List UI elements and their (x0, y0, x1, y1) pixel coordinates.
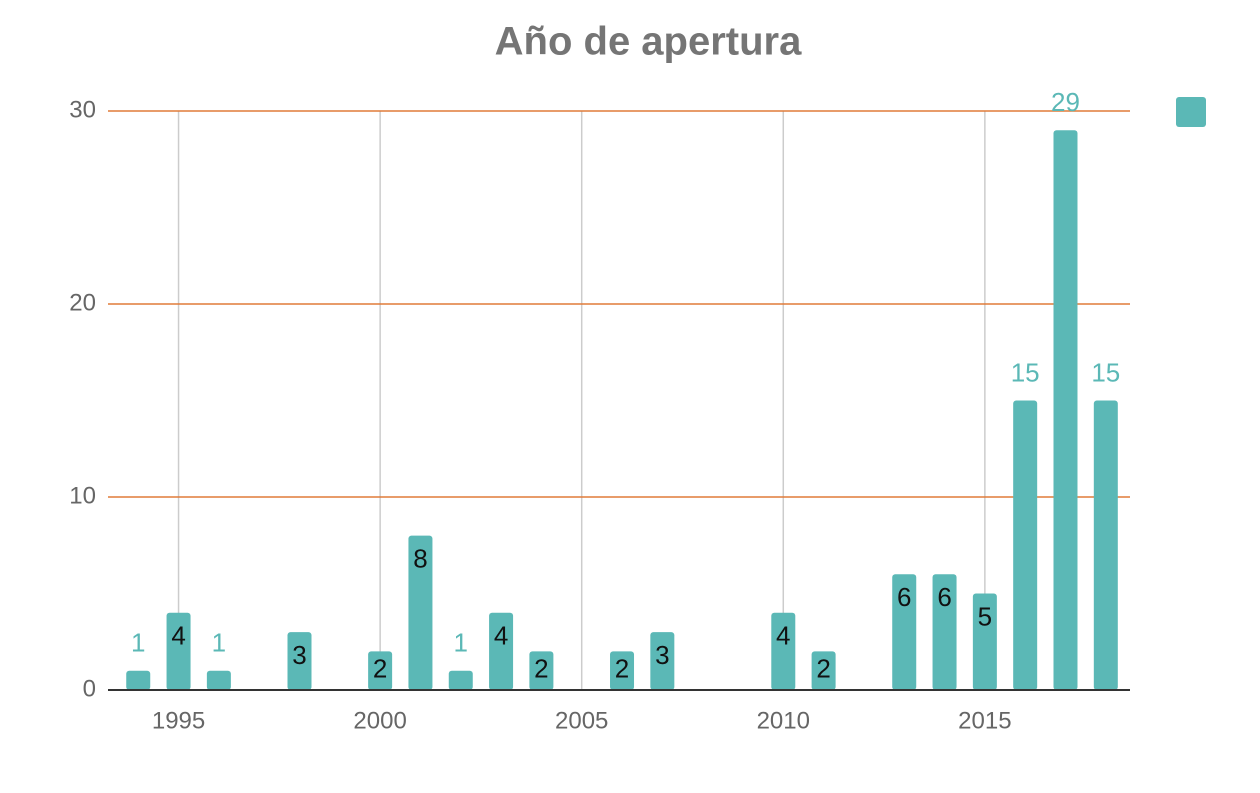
bar (892, 574, 917, 690)
chart-title: Año de apertura (495, 20, 802, 64)
data-label: 2 (373, 654, 387, 684)
bar (126, 670, 151, 690)
data-label: 29 (1051, 87, 1080, 117)
data-label: 1 (131, 628, 145, 658)
bar (1093, 400, 1118, 690)
y-tick-label: 30 (69, 96, 96, 123)
data-label: 6 (897, 582, 911, 612)
bar (1013, 400, 1038, 690)
bar (932, 574, 957, 690)
data-label: 4 (171, 621, 185, 651)
data-label: 3 (292, 640, 306, 670)
x-tick-label: 2005 (555, 707, 608, 734)
data-label: 2 (816, 654, 830, 684)
data-label: 15 (1011, 357, 1040, 387)
data-label: 15 (1091, 357, 1120, 387)
bar (610, 651, 635, 690)
bar (771, 612, 796, 690)
data-label: 1 (212, 628, 226, 658)
y-tick-label: 0 (83, 675, 96, 702)
bar (408, 535, 433, 690)
bar (972, 593, 997, 690)
data-label: 1 (454, 628, 468, 658)
bar (206, 670, 231, 690)
data-label: 3 (655, 640, 669, 670)
bar (287, 632, 312, 690)
bar (529, 651, 554, 690)
data-label: 4 (776, 621, 790, 651)
data-label: 2 (615, 654, 629, 684)
bar (650, 632, 675, 690)
data-label: 6 (937, 582, 951, 612)
bar (811, 651, 836, 690)
bar (1053, 130, 1078, 691)
x-tick-label: 2015 (958, 707, 1011, 734)
x-tick-label: 2000 (353, 707, 406, 734)
legend-swatch (1176, 97, 1206, 127)
bar (448, 670, 473, 690)
data-label: 5 (978, 601, 992, 631)
y-tick-label: 20 (69, 289, 96, 316)
bar (166, 612, 191, 690)
x-tick-label: 1995 (152, 707, 205, 734)
bar (489, 612, 514, 690)
data-label: 8 (413, 543, 427, 573)
x-tick-label: 2010 (757, 707, 810, 734)
bar (368, 651, 393, 690)
data-label: 2 (534, 654, 548, 684)
data-label: 4 (494, 621, 508, 651)
y-tick-label: 10 (69, 482, 96, 509)
